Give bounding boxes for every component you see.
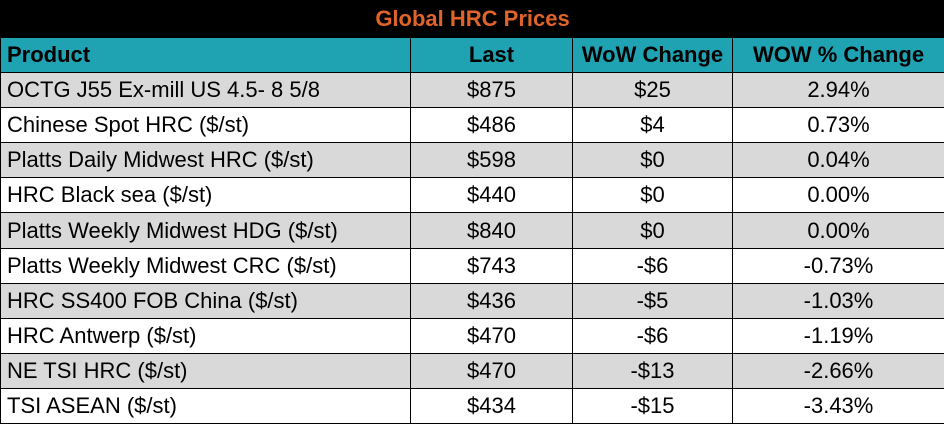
cell-last: $436: [410, 282, 573, 319]
table-row: NE TSI HRC ($/st) $470 -$13 -2.66%: [0, 352, 944, 389]
cell-last: $486: [410, 107, 573, 144]
cell-product: HRC Antwerp ($/st): [0, 317, 411, 354]
cell-last: $840: [410, 212, 573, 249]
table-row: HRC Antwerp ($/st) $470 -$6 -1.19%: [0, 317, 944, 354]
table-row: HRC Black sea ($/st) $440 $0 0.00%: [0, 177, 944, 214]
cell-last: $470: [410, 317, 573, 354]
table-header-row: Product Last WoW Change WOW % Change: [0, 37, 944, 74]
table-title-row: Global HRC Prices: [0, 0, 944, 39]
cell-wow-change: -$6: [572, 317, 733, 354]
cell-last: $875: [410, 72, 573, 109]
cell-wow-pct-change: 2.94%: [731, 72, 944, 109]
cell-product: Chinese Spot HRC ($/st): [0, 107, 411, 144]
table-row: Chinese Spot HRC ($/st) $486 $4 0.73%: [0, 107, 944, 144]
cell-wow-change: -$13: [572, 352, 733, 389]
cell-wow-pct-change: 0.04%: [731, 142, 944, 179]
cell-product: HRC SS400 FOB China ($/st): [0, 282, 411, 319]
cell-last: $743: [410, 247, 573, 284]
header-wow-change: WoW Change: [572, 37, 733, 74]
cell-last: $470: [410, 352, 573, 389]
header-last: Last: [410, 37, 573, 74]
cell-product: Platts Daily Midwest HRC ($/st): [0, 142, 411, 179]
cell-product: NE TSI HRC ($/st): [0, 352, 411, 389]
cell-last: $434: [410, 387, 573, 424]
cell-wow-pct-change: -1.19%: [731, 317, 944, 354]
table-row: OCTG J55 Ex-mill US 4.5- 8 5/8 $875 $25 …: [0, 72, 944, 109]
table-row: Platts Daily Midwest HRC ($/st) $598 $0 …: [0, 142, 944, 179]
cell-wow-pct-change: -0.73%: [731, 247, 944, 284]
cell-wow-pct-change: 0.00%: [731, 177, 944, 214]
table-row: Platts Weekly Midwest CRC ($/st) $743 -$…: [0, 247, 944, 284]
cell-wow-pct-change: 0.00%: [731, 212, 944, 249]
cell-wow-change: $0: [572, 212, 733, 249]
cell-wow-change: $0: [572, 177, 733, 214]
cell-last: $440: [410, 177, 573, 214]
cell-wow-change: -$5: [572, 282, 733, 319]
cell-product: Platts Weekly Midwest CRC ($/st): [0, 247, 411, 284]
header-product: Product: [0, 37, 411, 74]
table-row: TSI ASEAN ($/st) $434 -$15 -3.43%: [0, 387, 944, 424]
table-row: Platts Weekly Midwest HDG ($/st) $840 $0…: [0, 212, 944, 249]
cell-wow-pct-change: -2.66%: [731, 352, 944, 389]
cell-product: Platts Weekly Midwest HDG ($/st): [0, 212, 411, 249]
cell-wow-change: $0: [572, 142, 733, 179]
cell-wow-pct-change: 0.73%: [731, 107, 944, 144]
cell-wow-change: -$6: [572, 247, 733, 284]
cell-product: TSI ASEAN ($/st): [0, 387, 411, 424]
cell-wow-change: -$15: [572, 387, 733, 424]
cell-product: OCTG J55 Ex-mill US 4.5- 8 5/8: [0, 72, 411, 109]
cell-last: $598: [410, 142, 573, 179]
table-title: Global HRC Prices: [0, 0, 944, 39]
cell-product: HRC Black sea ($/st): [0, 177, 411, 214]
cell-wow-pct-change: -1.03%: [731, 282, 944, 319]
cell-wow-change: $4: [572, 107, 733, 144]
cell-wow-change: $25: [572, 72, 733, 109]
cell-wow-pct-change: -3.43%: [731, 387, 944, 424]
header-wow-pct-change: WOW % Change: [731, 37, 944, 74]
table-row: HRC SS400 FOB China ($/st) $436 -$5 -1.0…: [0, 282, 944, 319]
